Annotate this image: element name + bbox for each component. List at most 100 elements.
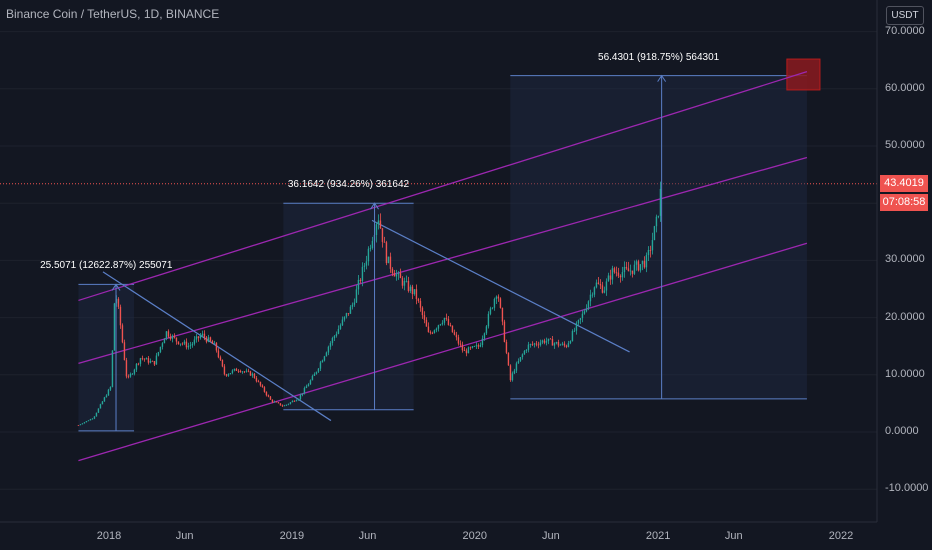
- candle-body: [203, 333, 206, 338]
- candle-body: [189, 345, 192, 347]
- candle-body: [387, 256, 390, 264]
- candle-body: [585, 308, 588, 312]
- candle-body: [609, 275, 612, 280]
- candle-body: [229, 373, 232, 375]
- candle-body: [125, 360, 128, 377]
- x-tick-label: Jun: [175, 530, 194, 542]
- candle-body: [541, 340, 544, 343]
- candle-body: [261, 385, 264, 388]
- candle-body: [651, 240, 654, 251]
- candle-body: [437, 325, 440, 329]
- candle-body: [281, 405, 284, 407]
- candle-body: [101, 401, 104, 405]
- candle-body: [163, 338, 166, 344]
- candle-body: [459, 343, 462, 345]
- candle-body: [551, 338, 554, 346]
- candle-body: [445, 317, 448, 319]
- channel-line-2: [78, 156, 808, 364]
- unit-badge[interactable]: USDT: [886, 6, 924, 25]
- candle-body: [179, 343, 182, 345]
- candle-body: [621, 272, 624, 278]
- candle-body: [511, 373, 514, 381]
- candle-body: [635, 261, 638, 265]
- candle-body: [211, 341, 214, 344]
- candle-body: [221, 359, 224, 367]
- candle-body: [201, 333, 204, 336]
- candle-body: [571, 331, 574, 342]
- candle-body: [333, 335, 336, 339]
- candle-body: [231, 370, 234, 374]
- candle-body: [91, 418, 94, 420]
- candle-body: [127, 376, 130, 378]
- candle-body: [433, 330, 436, 334]
- candle-body: [599, 283, 602, 286]
- candle-body: [567, 343, 570, 347]
- candle-body: [359, 279, 362, 281]
- candle-body: [403, 281, 406, 286]
- candle-body: [557, 342, 560, 346]
- candle-body: [195, 336, 198, 340]
- candle-body: [655, 216, 658, 227]
- candle-body: [255, 378, 258, 382]
- candle-body: [575, 323, 578, 331]
- candle-body: [347, 313, 350, 314]
- candle-body: [87, 420, 90, 422]
- candle-body: [135, 363, 138, 370]
- candle-body: [507, 352, 510, 366]
- measure-box-2: [283, 203, 414, 410]
- candle-body: [379, 220, 382, 229]
- x-tick-label: Jun: [358, 530, 377, 542]
- candle-body: [249, 371, 252, 376]
- candle-body: [219, 357, 222, 360]
- candle-body: [199, 335, 202, 339]
- candle-body: [389, 256, 392, 269]
- candle-body: [225, 374, 228, 376]
- candle-body: [569, 341, 572, 344]
- candle-body: [639, 264, 642, 271]
- candle-body: [631, 270, 634, 274]
- candle-body: [187, 345, 190, 348]
- candle-body: [113, 303, 116, 351]
- candle-body: [627, 268, 630, 272]
- candle-body: [341, 319, 344, 326]
- candle-body: [139, 358, 142, 364]
- candle-body: [391, 268, 394, 274]
- candle-body: [603, 290, 606, 293]
- current-price-label: 43.4019: [880, 175, 928, 192]
- candle-body: [421, 307, 424, 316]
- candle-body: [405, 280, 408, 282]
- candle-body: [147, 358, 150, 363]
- candle-body: [375, 224, 378, 235]
- candle-body: [413, 289, 416, 295]
- candle-body: [461, 344, 464, 351]
- candle-body: [463, 350, 466, 352]
- candle-body: [105, 395, 108, 398]
- candle-body: [301, 393, 304, 395]
- candle-body: [213, 342, 216, 344]
- candle-body: [377, 220, 380, 225]
- candle-body: [123, 342, 126, 361]
- candle-body: [527, 344, 530, 350]
- candle-body: [547, 338, 550, 342]
- y-tick-label: 30.0000: [885, 253, 925, 266]
- candle-body: [419, 301, 422, 308]
- candle-body: [313, 374, 316, 377]
- candle-body: [385, 242, 388, 264]
- candle-body: [525, 349, 528, 351]
- candle-body: [309, 380, 312, 385]
- candle-body: [157, 352, 160, 356]
- candle-body: [589, 294, 592, 302]
- candle-body: [491, 307, 494, 309]
- candle-body: [481, 338, 484, 345]
- candle-body: [431, 333, 434, 334]
- candle-body: [253, 373, 256, 379]
- candle-body: [159, 346, 162, 353]
- candle-body: [193, 339, 196, 344]
- candle-body: [369, 247, 372, 249]
- candle-body: [411, 286, 414, 295]
- candle-body: [417, 298, 420, 302]
- candle-body: [215, 342, 218, 351]
- candle-body: [471, 346, 474, 348]
- candle-body: [595, 282, 598, 288]
